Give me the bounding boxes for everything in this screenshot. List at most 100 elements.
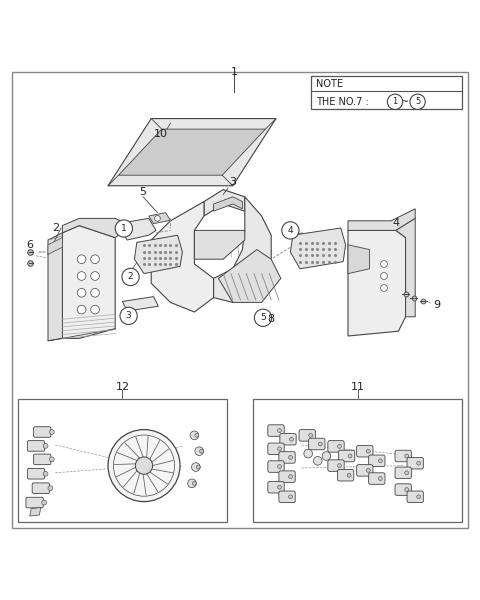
- Circle shape: [135, 457, 153, 474]
- Circle shape: [91, 255, 99, 263]
- Text: 3: 3: [126, 311, 132, 320]
- Circle shape: [417, 495, 420, 499]
- Circle shape: [49, 430, 54, 434]
- Circle shape: [77, 255, 86, 263]
- Text: 11: 11: [350, 382, 365, 392]
- Text: 6: 6: [26, 240, 33, 250]
- Circle shape: [48, 486, 53, 491]
- Circle shape: [254, 309, 272, 326]
- FancyBboxPatch shape: [12, 72, 468, 528]
- Circle shape: [405, 488, 408, 491]
- Text: 10: 10: [154, 130, 168, 139]
- FancyBboxPatch shape: [18, 400, 227, 522]
- Circle shape: [381, 272, 387, 280]
- Polygon shape: [30, 508, 41, 516]
- Circle shape: [115, 220, 132, 237]
- Text: 8: 8: [268, 314, 275, 324]
- FancyBboxPatch shape: [34, 454, 51, 464]
- Circle shape: [277, 464, 281, 469]
- Circle shape: [192, 481, 196, 485]
- Circle shape: [120, 307, 137, 325]
- Circle shape: [405, 471, 408, 475]
- Circle shape: [195, 433, 199, 437]
- Text: ~: ~: [401, 97, 409, 107]
- Circle shape: [289, 437, 293, 441]
- Polygon shape: [290, 228, 346, 269]
- FancyBboxPatch shape: [337, 469, 354, 481]
- Circle shape: [77, 272, 86, 280]
- Polygon shape: [119, 129, 265, 175]
- Polygon shape: [62, 218, 132, 238]
- FancyBboxPatch shape: [32, 483, 49, 493]
- Circle shape: [366, 469, 370, 472]
- Polygon shape: [204, 190, 245, 216]
- Text: 1: 1: [121, 224, 127, 233]
- Circle shape: [347, 473, 351, 477]
- Polygon shape: [348, 245, 370, 274]
- Circle shape: [381, 260, 387, 268]
- Polygon shape: [214, 197, 271, 302]
- FancyBboxPatch shape: [369, 455, 385, 467]
- FancyBboxPatch shape: [26, 497, 43, 508]
- Polygon shape: [120, 218, 156, 240]
- Polygon shape: [396, 218, 415, 317]
- Circle shape: [77, 305, 86, 314]
- Text: 5: 5: [140, 187, 146, 197]
- Circle shape: [288, 475, 292, 479]
- FancyBboxPatch shape: [279, 471, 295, 482]
- Polygon shape: [194, 230, 245, 259]
- FancyBboxPatch shape: [328, 440, 344, 452]
- FancyBboxPatch shape: [279, 491, 295, 503]
- Polygon shape: [134, 235, 182, 274]
- Circle shape: [188, 479, 196, 488]
- Circle shape: [381, 284, 387, 292]
- FancyBboxPatch shape: [309, 438, 325, 450]
- Circle shape: [378, 459, 382, 463]
- Polygon shape: [48, 233, 62, 341]
- Polygon shape: [108, 119, 276, 186]
- FancyBboxPatch shape: [268, 425, 284, 436]
- FancyBboxPatch shape: [34, 427, 51, 437]
- Polygon shape: [348, 230, 406, 336]
- Circle shape: [91, 272, 99, 280]
- FancyBboxPatch shape: [395, 484, 411, 496]
- FancyBboxPatch shape: [395, 450, 411, 462]
- Circle shape: [196, 465, 200, 469]
- FancyBboxPatch shape: [395, 467, 411, 479]
- Circle shape: [304, 449, 312, 458]
- Polygon shape: [214, 197, 242, 211]
- Circle shape: [91, 305, 99, 314]
- Text: 2: 2: [128, 272, 133, 281]
- Circle shape: [277, 447, 281, 451]
- Text: 1: 1: [231, 67, 238, 77]
- Circle shape: [288, 455, 292, 460]
- Polygon shape: [218, 250, 281, 302]
- Text: 2: 2: [52, 223, 59, 233]
- Text: NOTE: NOTE: [316, 79, 343, 89]
- FancyBboxPatch shape: [357, 445, 373, 457]
- Circle shape: [91, 289, 99, 297]
- FancyBboxPatch shape: [299, 430, 315, 441]
- Circle shape: [192, 463, 200, 472]
- FancyBboxPatch shape: [280, 433, 296, 445]
- Polygon shape: [151, 202, 214, 312]
- Circle shape: [410, 94, 425, 109]
- Circle shape: [366, 449, 370, 453]
- Text: 4: 4: [393, 218, 399, 228]
- Circle shape: [405, 454, 408, 458]
- FancyBboxPatch shape: [268, 481, 284, 493]
- Text: 1: 1: [393, 97, 397, 106]
- FancyBboxPatch shape: [407, 491, 423, 503]
- FancyBboxPatch shape: [357, 464, 373, 476]
- Circle shape: [417, 461, 420, 465]
- Circle shape: [337, 445, 341, 448]
- Text: 4: 4: [288, 226, 293, 235]
- Circle shape: [277, 428, 281, 433]
- Circle shape: [378, 476, 382, 481]
- Circle shape: [313, 457, 322, 465]
- FancyBboxPatch shape: [268, 461, 284, 472]
- FancyBboxPatch shape: [27, 469, 45, 479]
- Circle shape: [122, 268, 139, 286]
- Circle shape: [387, 94, 403, 109]
- Circle shape: [190, 431, 199, 440]
